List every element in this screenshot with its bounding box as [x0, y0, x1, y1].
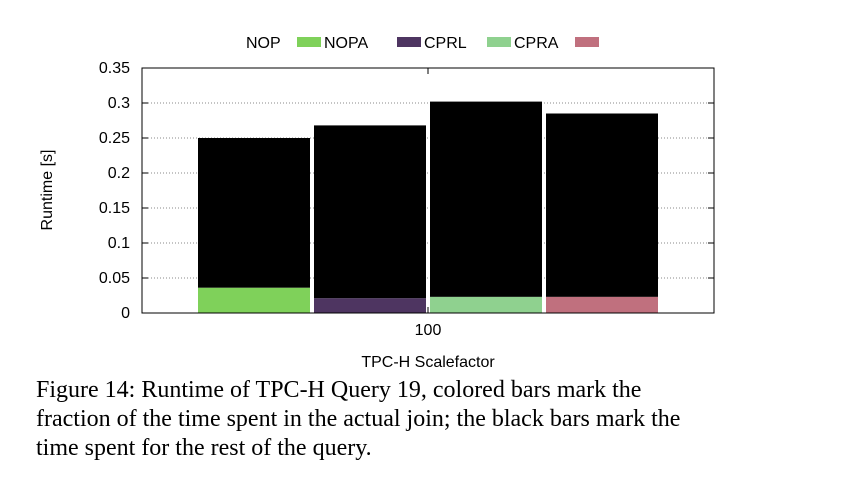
bar-group: [198, 101, 658, 313]
x-tick-label: 100: [415, 322, 442, 339]
x-axis-label: TPC-H Scalefactor: [361, 354, 495, 370]
legend-label-3: CPRA: [514, 35, 559, 52]
y-tick-label: 0.15: [99, 200, 130, 217]
legend-label-1: NOPA: [324, 35, 368, 52]
bar-rest-2: [430, 101, 542, 297]
runtime-chart: 0 0.05 0.1 0.15 0.2 0.25 0.3 0.35 100 TPC-H Sca…: [39, 35, 715, 370]
legend-swatch-3: [575, 37, 599, 47]
bar-rest-1: [314, 125, 426, 299]
y-axis-label: Runtime [s]: [39, 150, 56, 231]
bar-join-0: [198, 287, 310, 313]
legend-swatch-1: [397, 37, 421, 47]
y-tick-label: 0.25: [99, 130, 130, 147]
y-tick-label: 0.1: [108, 235, 130, 252]
y-tick-label: 0.35: [99, 60, 130, 77]
y-tick-label: 0.05: [99, 270, 130, 287]
bar-join-2: [430, 296, 542, 313]
legend-swatch-0: [297, 37, 321, 47]
y-axis-ticks: 0 0.05 0.1 0.15 0.2 0.25 0.3 0.35: [99, 60, 714, 322]
legend: NOP NOPA CPRL CPRA: [246, 35, 599, 52]
grid-lines: [142, 102, 714, 279]
legend-label-2: CPRL: [424, 35, 467, 52]
figure-caption: Figure 14: Runtime of TPC-H Query 19, co…: [36, 377, 681, 461]
y-tick-label: 0: [121, 305, 130, 322]
bar-join-3: [546, 296, 658, 313]
y-tick-label: 0.2: [108, 165, 130, 182]
legend-label-0: NOP: [246, 35, 281, 52]
bar-rest-0: [198, 138, 310, 288]
y-tick-label: 0.3: [108, 95, 130, 112]
legend-swatch-2: [487, 37, 511, 47]
bar-join-1: [314, 298, 426, 313]
bar-rest-3: [546, 113, 658, 297]
